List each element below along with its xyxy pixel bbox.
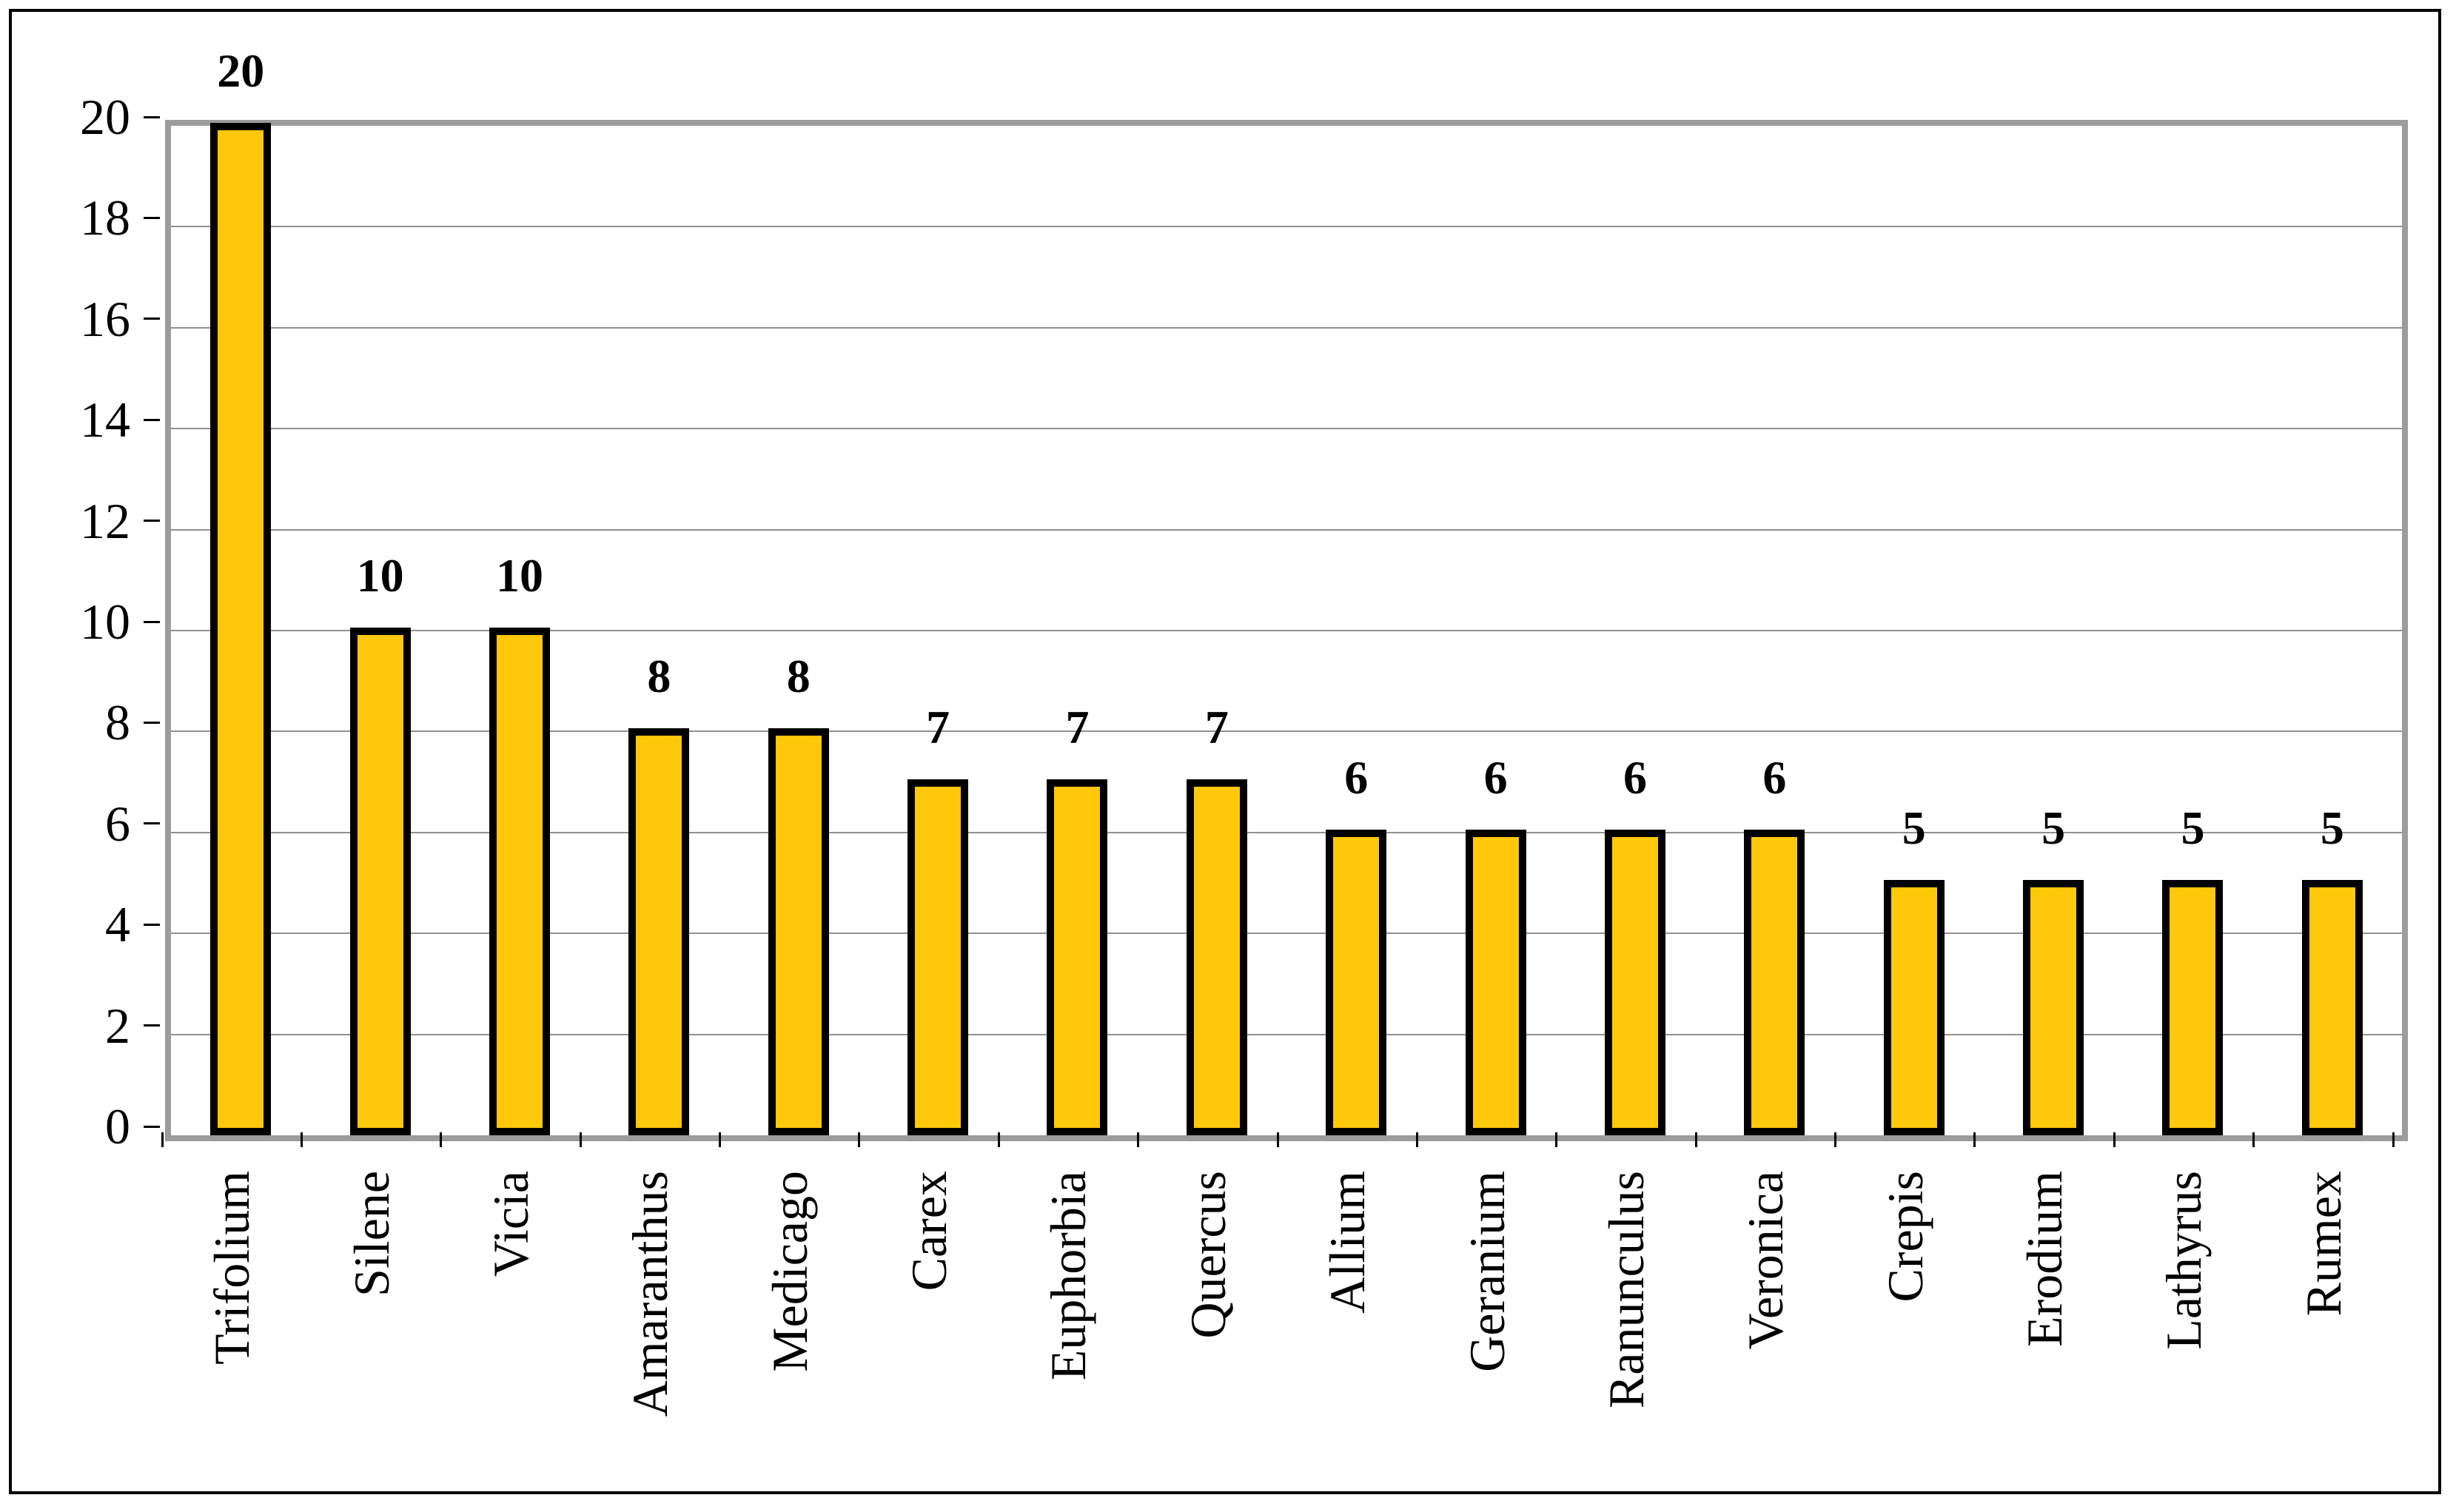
x-tick-5 [858, 1132, 861, 1147]
x-axis-label-medicago: Medicago [761, 1171, 818, 1372]
x-axis-label-veronica: Veronica [1737, 1171, 1794, 1350]
x-axis-label-carex: Carex [901, 1171, 958, 1291]
y-tick-8 [144, 721, 160, 724]
gridline-y-10 [171, 630, 2402, 631]
data-label-amaranthus: 8 [647, 650, 671, 703]
x-tick-8 [1276, 1132, 1279, 1147]
bar-vicia [489, 628, 550, 1135]
gridline-y-12 [171, 528, 2402, 531]
bar-rumex [2301, 880, 2363, 1135]
y-tick-12 [144, 520, 160, 523]
x-axis-label-silene: Silene [343, 1171, 400, 1297]
y-tick-14 [144, 418, 160, 421]
gridline-y-4 [171, 933, 2402, 935]
y-axis-label-0: 0 [105, 1098, 130, 1155]
x-tick-2 [440, 1132, 443, 1147]
data-label-trifolium: 20 [217, 44, 265, 97]
x-axis-label-euphorbia: Euphorbia [1040, 1171, 1097, 1381]
data-label-ranunculus: 6 [1623, 750, 1647, 804]
x-tick-7 [1137, 1132, 1140, 1147]
bar-quercus [1186, 779, 1247, 1135]
x-axis-label-geranium: Geranium [1458, 1171, 1515, 1372]
y-axis-label-2: 2 [105, 997, 130, 1054]
x-axis-label-lathyrus: Lathyrus [2155, 1171, 2212, 1350]
data-label-silene: 10 [356, 549, 404, 602]
y-tick-20 [144, 115, 160, 118]
bar-euphorbia [1047, 779, 1108, 1135]
y-axis-label-12: 12 [80, 492, 130, 549]
x-tick-3 [579, 1132, 582, 1147]
gridline-y-8 [171, 730, 2402, 733]
y-axis-label-20: 20 [80, 89, 130, 145]
data-label-geranium: 6 [1483, 750, 1508, 804]
y-axis-label-16: 16 [80, 290, 130, 347]
data-label-quercus: 7 [1204, 700, 1229, 753]
gridline-y-18 [171, 226, 2402, 228]
y-tick-18 [144, 216, 160, 219]
y-tick-6 [144, 822, 160, 825]
x-tick-0 [161, 1132, 164, 1147]
x-tick-15 [2252, 1132, 2255, 1147]
bar-geranium [1465, 829, 1526, 1135]
x-axis-label-amaranthus: Amaranthus [622, 1171, 679, 1417]
y-axis-label-10: 10 [80, 594, 130, 650]
bar-medicago [768, 728, 829, 1135]
bar-allium [1326, 829, 1387, 1135]
data-label-veronica: 6 [1762, 750, 1787, 804]
x-axis-label-quercus: Quercus [1179, 1171, 1236, 1339]
y-tick-16 [144, 317, 160, 320]
x-axis-label-crepis: Crepis [1876, 1171, 1933, 1303]
y-axis-label-6: 6 [105, 795, 130, 852]
data-label-medicago: 8 [786, 650, 811, 703]
figure-border: 20 10 10 8 8 7 7 7 6 6 6 6 5 5 5 5 0 2 4 6 8 10 12 14 16 18 20 Tr… [9, 9, 2441, 1494]
bar-amaranthus [628, 728, 690, 1135]
data-label-euphorbia: 7 [1065, 700, 1090, 753]
bar-crepis [1883, 880, 1945, 1135]
data-label-carex: 7 [926, 700, 950, 753]
bar-silene [349, 628, 411, 1135]
x-tick-16 [2392, 1132, 2395, 1147]
bar-erodium [2023, 880, 2084, 1135]
bar-veronica [1744, 829, 1805, 1135]
x-tick-9 [1415, 1132, 1418, 1147]
x-tick-13 [1973, 1132, 1976, 1147]
data-label-erodium: 5 [2041, 802, 2066, 854]
x-axis-label-ranunculus: Ranunculus [1597, 1171, 1654, 1409]
bar-trifolium [210, 123, 272, 1135]
x-tick-14 [2113, 1132, 2116, 1147]
data-label-lathyrus: 5 [2181, 802, 2205, 854]
gridline-y-14 [171, 428, 2402, 430]
data-label-crepis: 5 [1902, 802, 1926, 854]
x-tick-6 [997, 1132, 1000, 1147]
y-axis-label-14: 14 [80, 392, 130, 448]
bar-carex [907, 779, 969, 1135]
gridline-y-16 [171, 326, 2402, 329]
x-axis-label-allium: Allium [1319, 1171, 1376, 1314]
bar-ranunculus [1604, 829, 1665, 1135]
y-axis-label-8: 8 [105, 694, 130, 751]
data-label-allium: 6 [1344, 750, 1369, 804]
plot-area: 20 10 10 8 8 7 7 7 6 6 6 6 5 5 5 5 [165, 47, 2408, 1141]
bar-lathyrus [2162, 880, 2224, 1135]
gridline-y-2 [171, 1033, 2402, 1035]
x-axis-label-vicia: Vicia [482, 1171, 539, 1277]
y-axis-label-18: 18 [80, 189, 130, 246]
x-axis-label-trifolium: Trifolium [204, 1171, 261, 1365]
x-axis-label-erodium: Erodium [2016, 1171, 2073, 1347]
gridline-y-6 [171, 831, 2402, 833]
y-tick-2 [144, 1024, 160, 1027]
y-axis-label-4: 4 [105, 896, 130, 953]
data-label-vicia: 10 [495, 549, 543, 602]
y-tick-0 [144, 1125, 160, 1128]
x-tick-11 [1694, 1132, 1697, 1147]
x-tick-12 [1834, 1132, 1836, 1147]
x-tick-4 [719, 1132, 721, 1147]
y-tick-10 [144, 620, 160, 623]
x-tick-1 [300, 1132, 303, 1147]
x-tick-10 [1555, 1132, 1558, 1147]
y-tick-4 [144, 923, 160, 926]
data-label-rumex: 5 [2320, 802, 2344, 854]
x-axis-label-rumex: Rumex [2295, 1171, 2352, 1317]
